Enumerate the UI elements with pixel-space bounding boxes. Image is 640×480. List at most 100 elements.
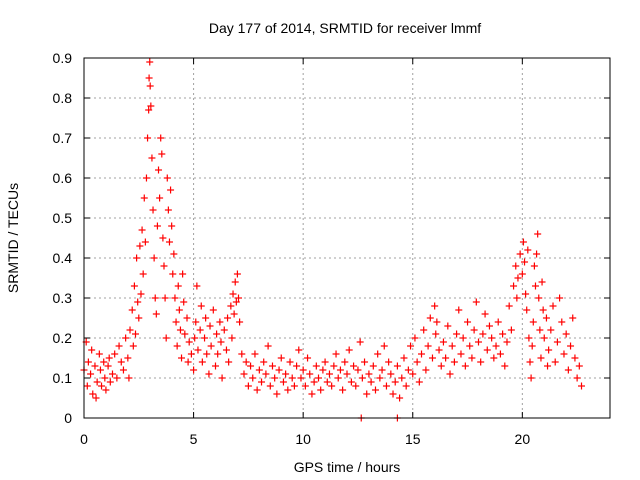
data-point	[134, 299, 141, 306]
data-point	[530, 319, 537, 326]
data-point	[186, 339, 193, 346]
data-point	[400, 355, 407, 362]
data-point	[89, 391, 96, 398]
data-point	[136, 243, 143, 250]
scatter-chart: Day 177 of 2014, SRMTID for receiver lmm…	[0, 0, 640, 480]
data-point	[265, 343, 272, 350]
data-point	[217, 339, 224, 346]
data-point	[214, 351, 221, 358]
y-tick-label: 0.9	[53, 50, 73, 66]
data-point	[203, 351, 210, 358]
data-point	[354, 367, 361, 374]
data-point	[191, 335, 198, 342]
data-point	[85, 359, 92, 366]
data-point	[541, 335, 548, 342]
data-point	[569, 315, 576, 322]
data-point	[240, 371, 247, 378]
data-point	[522, 291, 529, 298]
data-point	[216, 319, 223, 326]
data-point	[152, 295, 159, 302]
y-tick-label: 0.4	[53, 250, 73, 266]
data-point	[205, 371, 212, 378]
data-point	[287, 359, 294, 366]
data-point	[524, 247, 531, 254]
data-point	[198, 303, 205, 310]
data-point	[330, 363, 337, 370]
y-tick-label: 0	[64, 410, 72, 426]
data-point	[181, 331, 188, 338]
x-tick-label: 0	[80, 431, 88, 447]
data-point	[249, 375, 256, 382]
data-point	[267, 383, 274, 390]
data-point	[185, 359, 192, 366]
data-point	[146, 75, 153, 82]
data-point	[174, 343, 181, 350]
data-point	[295, 347, 302, 354]
data-point	[433, 319, 440, 326]
data-point	[550, 303, 557, 310]
y-tick-label: 0.5	[53, 210, 73, 226]
data-point	[94, 379, 101, 386]
data-point	[571, 355, 578, 362]
data-point	[536, 327, 543, 334]
y-tick-label: 0.7	[53, 130, 73, 146]
data-point	[111, 351, 118, 358]
data-point	[427, 315, 434, 322]
data-point	[552, 359, 559, 366]
data-point	[144, 135, 151, 142]
data-point	[533, 251, 540, 258]
data-point	[532, 283, 539, 290]
data-point	[482, 311, 489, 318]
data-point	[466, 343, 473, 350]
data-point	[175, 283, 182, 290]
data-point	[311, 379, 318, 386]
data-point	[120, 367, 127, 374]
data-point	[254, 387, 261, 394]
data-point	[359, 375, 366, 382]
data-point	[202, 315, 209, 322]
data-point	[194, 347, 201, 354]
data-point	[137, 291, 144, 298]
data-point	[166, 239, 173, 246]
data-point	[225, 359, 232, 366]
data-point	[102, 387, 109, 394]
data-point	[107, 379, 114, 386]
data-point	[346, 347, 353, 354]
data-point	[251, 351, 258, 358]
data-point	[560, 351, 567, 358]
data-point	[495, 319, 502, 326]
data-point	[262, 371, 269, 378]
data-point	[499, 331, 506, 338]
data-point	[125, 375, 132, 382]
data-point	[173, 319, 180, 326]
data-point	[348, 379, 355, 386]
data-point	[486, 323, 493, 330]
data-point	[139, 227, 146, 234]
data-point	[306, 371, 313, 378]
data-point	[164, 175, 171, 182]
data-point	[177, 327, 184, 334]
data-point	[282, 371, 289, 378]
data-point	[140, 271, 147, 278]
data-point	[158, 151, 165, 158]
data-point	[392, 379, 399, 386]
data-point	[390, 391, 397, 398]
data-point	[168, 223, 175, 230]
data-point	[199, 359, 206, 366]
data-point	[122, 335, 129, 342]
data-point	[159, 235, 166, 242]
data-point	[236, 319, 243, 326]
data-point	[422, 367, 429, 374]
data-point	[363, 391, 370, 398]
y-tick-label: 0.1	[53, 370, 73, 386]
data-point	[574, 375, 581, 382]
x-tick-label: 15	[405, 431, 421, 447]
data-point	[184, 315, 191, 322]
data-point	[554, 339, 561, 346]
data-point	[396, 395, 403, 402]
data-point	[543, 315, 550, 322]
data-point	[97, 367, 104, 374]
data-point	[379, 367, 386, 374]
data-point	[232, 279, 239, 286]
data-point	[212, 363, 219, 370]
